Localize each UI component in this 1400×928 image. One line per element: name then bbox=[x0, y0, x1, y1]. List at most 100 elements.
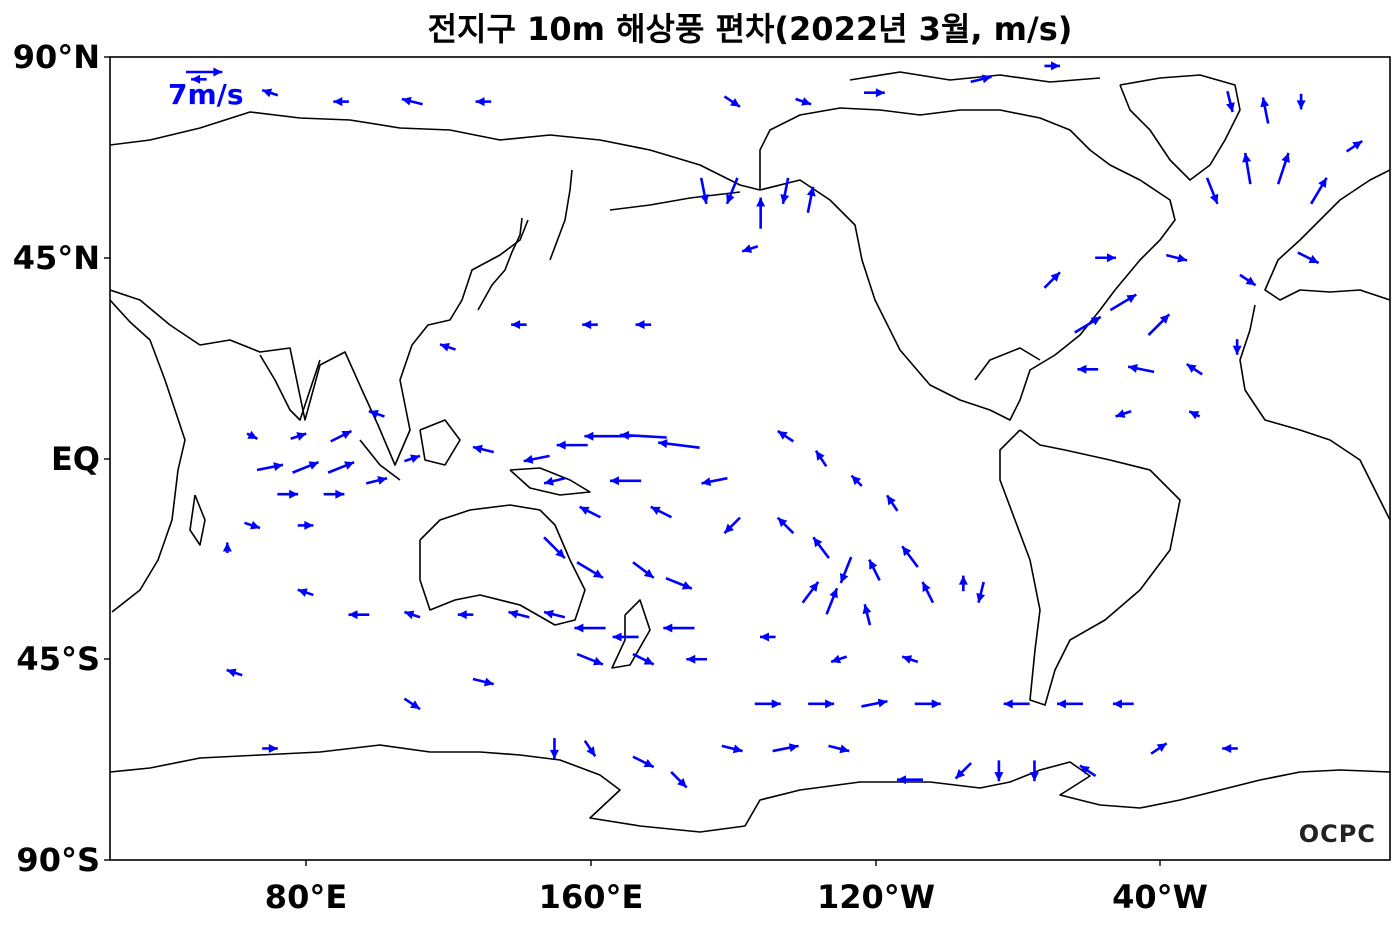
wind-vector-head bbox=[556, 440, 566, 450]
wind-vector bbox=[723, 95, 741, 108]
wind-vector bbox=[401, 96, 423, 106]
wind-vector-head bbox=[958, 575, 968, 585]
wind-vector-head bbox=[658, 439, 668, 449]
wind-vector-head bbox=[742, 244, 753, 253]
coastlines bbox=[110, 71, 1390, 833]
coast-north-america bbox=[759, 107, 1176, 421]
wind-vector bbox=[1074, 315, 1102, 334]
wind-vector bbox=[508, 609, 530, 619]
coast-eurasia-south bbox=[110, 219, 529, 466]
wind-vector bbox=[475, 97, 492, 107]
wind-vector-head bbox=[635, 320, 645, 330]
axis-ticks bbox=[104, 56, 1161, 866]
wind-vector-head bbox=[1126, 294, 1137, 304]
wind-vector bbox=[244, 520, 261, 530]
wind-vector bbox=[612, 632, 639, 642]
coast-europe bbox=[1264, 169, 1390, 301]
wind-vector-head bbox=[1090, 316, 1101, 326]
wind-vector bbox=[365, 476, 388, 485]
wind-vector bbox=[246, 430, 258, 440]
coast-australia bbox=[419, 504, 586, 626]
wind-vector-head bbox=[1352, 141, 1363, 150]
coast-borneo bbox=[419, 419, 461, 466]
wind-vector bbox=[814, 449, 828, 468]
wind-vector bbox=[756, 197, 766, 229]
wind-vector bbox=[226, 668, 243, 678]
wind-vector bbox=[777, 429, 795, 443]
wind-vector-head bbox=[686, 654, 696, 664]
wind-vector-head bbox=[475, 97, 485, 107]
wind-vector-head bbox=[609, 476, 619, 486]
wind-vector-head bbox=[592, 569, 603, 578]
lon-label-160e: 160°E bbox=[538, 878, 644, 916]
wind-vector-head bbox=[1260, 97, 1270, 108]
wind-vector bbox=[543, 476, 566, 486]
wind-vector-head bbox=[902, 655, 913, 664]
wind-vector-head bbox=[663, 623, 673, 633]
wind-vector bbox=[862, 603, 872, 626]
wind-vector bbox=[699, 177, 710, 205]
wind-vector-head bbox=[1226, 102, 1235, 113]
wind-vector bbox=[825, 587, 839, 615]
wind-vector bbox=[701, 476, 728, 487]
wind-vector-head bbox=[887, 495, 896, 506]
wind-vector bbox=[954, 762, 973, 780]
wind-vector-head bbox=[809, 581, 819, 592]
wind-vector bbox=[403, 697, 421, 711]
wind-vector bbox=[330, 429, 353, 443]
wind-vector-head bbox=[555, 548, 565, 559]
wind-vector bbox=[1077, 364, 1099, 374]
wind-vector-head bbox=[724, 523, 734, 534]
wind-vector-head bbox=[1106, 253, 1116, 263]
wind-vector bbox=[1150, 742, 1168, 755]
wind-vector-head bbox=[759, 632, 769, 642]
wind-vector bbox=[583, 739, 597, 757]
lon-label-120w: 120°W bbox=[816, 878, 936, 916]
wind-vector-head bbox=[401, 96, 412, 106]
wind-vector bbox=[457, 610, 474, 620]
wind-vector-head bbox=[813, 537, 823, 548]
wind-vector bbox=[543, 536, 566, 560]
wind-vector bbox=[723, 516, 741, 535]
wind-vector-head bbox=[732, 744, 743, 754]
wind-vector-head bbox=[341, 430, 352, 440]
reference-arrow bbox=[186, 67, 223, 77]
coast-antarctica bbox=[110, 744, 1390, 833]
coast-india bbox=[259, 354, 321, 421]
wind-vector-head bbox=[1177, 253, 1188, 263]
lat-label-eq: EQ bbox=[50, 440, 100, 478]
coast-kamchatka bbox=[549, 169, 573, 261]
wind-vector-head bbox=[1186, 364, 1197, 373]
wind-vector-head bbox=[1318, 177, 1327, 188]
wind-vector-head bbox=[1232, 345, 1242, 355]
wind-vector bbox=[368, 409, 385, 419]
wind-vector bbox=[543, 609, 566, 619]
wind-vector bbox=[868, 559, 881, 581]
coast-south-america bbox=[999, 429, 1181, 706]
map-title: 전지구 10m 해상풍 편차(2022년 3월, m/s) bbox=[427, 10, 1073, 48]
coast-japan bbox=[477, 217, 523, 311]
wind-vector-head bbox=[897, 775, 907, 785]
coast-gulf bbox=[974, 347, 1041, 381]
wind-vector-head bbox=[1245, 276, 1256, 286]
lat-label-90s: 90°S bbox=[16, 841, 100, 879]
wind-vectors bbox=[191, 61, 1363, 789]
wind-vector-head bbox=[788, 743, 799, 753]
wind-vector-head bbox=[771, 699, 781, 709]
wind-vector bbox=[404, 610, 421, 620]
wind-vector-head bbox=[1112, 699, 1122, 709]
wind-vector-head bbox=[273, 462, 283, 472]
lat-label-90n: 90°N bbox=[12, 38, 100, 76]
wind-vector-head bbox=[335, 489, 345, 499]
wind-vector-head bbox=[1115, 409, 1126, 418]
wind-vector-head bbox=[296, 432, 307, 441]
wind-vector bbox=[665, 577, 693, 590]
wind-vector-head bbox=[584, 431, 594, 441]
wind-vector-head bbox=[1242, 152, 1252, 163]
wind-vector bbox=[1188, 410, 1201, 420]
wind-vector-head bbox=[955, 769, 966, 779]
wind-vector bbox=[191, 74, 207, 84]
wind-vector bbox=[261, 88, 279, 98]
wind-vector bbox=[327, 461, 355, 474]
wind-vector-head bbox=[815, 450, 825, 461]
